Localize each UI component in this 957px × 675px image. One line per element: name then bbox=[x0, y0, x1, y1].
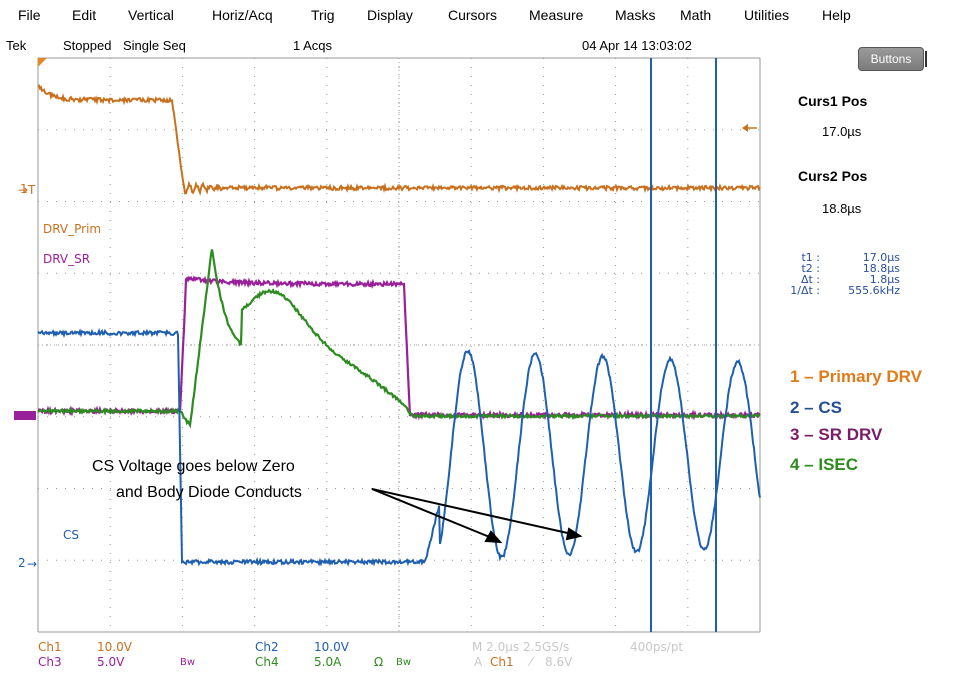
ch3-label[interactable]: Ch3 bbox=[38, 655, 62, 669]
ch1-scale[interactable]: 10.0V bbox=[97, 640, 132, 654]
ch2-ground-marker: → bbox=[27, 557, 37, 571]
label-drv-prim: DRV_Prim bbox=[43, 222, 101, 236]
ch1-label[interactable]: Ch1 bbox=[38, 640, 62, 654]
label-drv-sr: DRV_SR bbox=[43, 252, 90, 266]
annotation-arrows bbox=[372, 489, 580, 542]
sample-rate: 400ps/pt bbox=[630, 640, 683, 654]
trigger-channel[interactable]: Ch1 bbox=[490, 655, 514, 669]
ch3-bw-limit: Bw bbox=[180, 657, 195, 668]
ch4-scale[interactable]: 5.0A bbox=[314, 655, 341, 669]
trigger-level[interactable]: 8.6V bbox=[545, 655, 572, 669]
annotation-line2: and Body Diode Conducts bbox=[116, 484, 302, 502]
trigger-slope: ⁄ bbox=[530, 655, 532, 669]
annotation-line1: CS Voltage goes below Zero bbox=[92, 458, 295, 476]
ch2-label[interactable]: Ch2 bbox=[255, 640, 279, 654]
trigger-position-marker bbox=[38, 58, 47, 67]
ch1-marker-label: 1 bbox=[20, 182, 28, 196]
timebase-readout[interactable]: M 2.0µs 2.5GS/s bbox=[472, 640, 569, 654]
ch4-termination: Ω bbox=[374, 655, 383, 669]
ch2-marker-label: 2 bbox=[18, 556, 26, 570]
trigger-level-marker bbox=[742, 124, 757, 132]
ch4-label[interactable]: Ch4 bbox=[255, 655, 279, 669]
ch3-scale[interactable]: 5.0V bbox=[97, 655, 124, 669]
trigger-source-a: A bbox=[474, 655, 482, 669]
ch3-ground-marker bbox=[14, 411, 36, 420]
ch2-scale[interactable]: 10.0V bbox=[314, 640, 349, 654]
ch4-bw-limit: Bw bbox=[396, 657, 411, 668]
label-cs: CS bbox=[63, 528, 79, 542]
